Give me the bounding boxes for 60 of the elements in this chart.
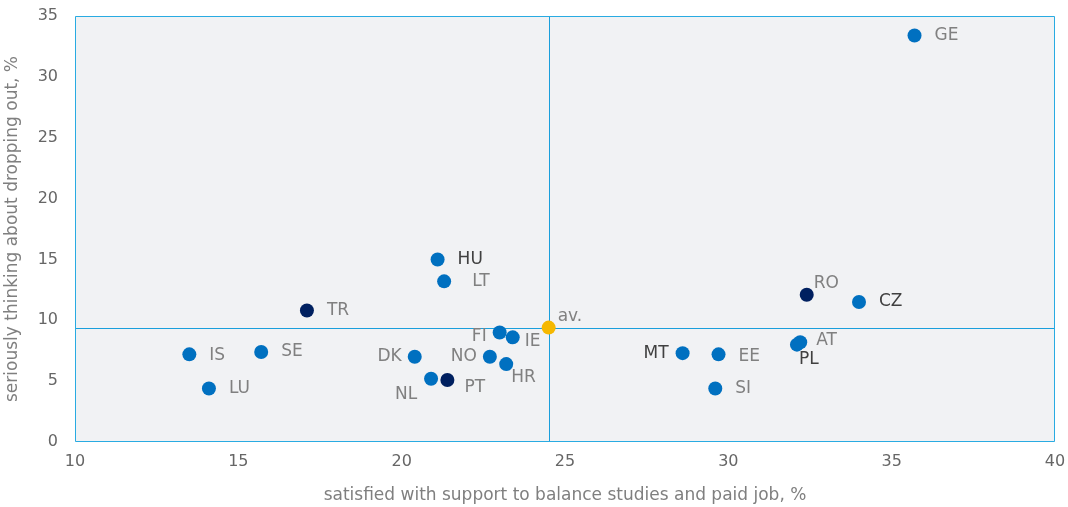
annotation: SE [281,340,303,361]
point [505,330,520,345]
point [440,372,455,387]
point [541,320,556,335]
x-tick-label: 35 [881,450,902,470]
point [407,349,422,364]
x-tick-label: 15 [228,450,249,470]
annotation: AT [816,328,838,349]
y-tick-label: 25 [37,126,58,146]
annotation: av. [557,305,583,326]
annotation: HR [511,365,536,386]
point [299,303,314,318]
annotation: IE [524,329,541,350]
x-tick-label: 40 [1044,450,1066,470]
annotation: TR [325,298,350,319]
point [424,371,439,386]
y-tick-label: 30 [37,66,58,86]
y-tick-label: 15 [37,248,58,268]
annotation: RO [813,272,839,293]
point [675,346,690,361]
annotation: FI [471,324,487,345]
annotation: NL [394,383,418,404]
point [254,344,269,359]
x-tick-label: 25 [554,450,576,470]
annotation: SI [735,376,752,397]
point [437,274,452,289]
annotation: MT [643,341,670,362]
annotation: HU [457,247,483,268]
point [793,335,808,350]
annotation: LT [472,269,491,290]
x-tick-label: 10 [64,450,86,470]
point [430,252,445,267]
point [708,381,723,396]
annotation: LU [228,376,251,397]
x-tick-label: 20 [391,450,412,470]
y-axis-title: seriously thinking about dropping out, % [0,55,21,403]
point [907,28,922,43]
annotation: IS [209,343,226,364]
point [711,347,726,362]
x-tick-label: 30 [718,450,739,470]
point [182,347,197,362]
x-axis-title: satisfied with support to balance studies and paid job, % [323,484,807,505]
annotation: PL [798,348,820,369]
annotation: PT [464,376,486,397]
annotation: DK [377,345,403,366]
point [799,287,814,302]
annotation: EE [738,344,761,365]
annotation: GE [934,23,959,44]
y-tick-label: 20 [37,187,58,207]
annotation: NO [450,345,477,366]
y-tick-label: 10 [37,309,58,329]
point [201,381,216,396]
y-tick-label: 5 [47,370,58,390]
point [852,295,866,310]
annotation: CZ [879,290,903,311]
point [499,357,514,372]
y-tick-label: 35 [37,5,58,25]
point [492,325,507,340]
point [482,349,497,364]
y-tick-label: 0 [47,431,58,451]
